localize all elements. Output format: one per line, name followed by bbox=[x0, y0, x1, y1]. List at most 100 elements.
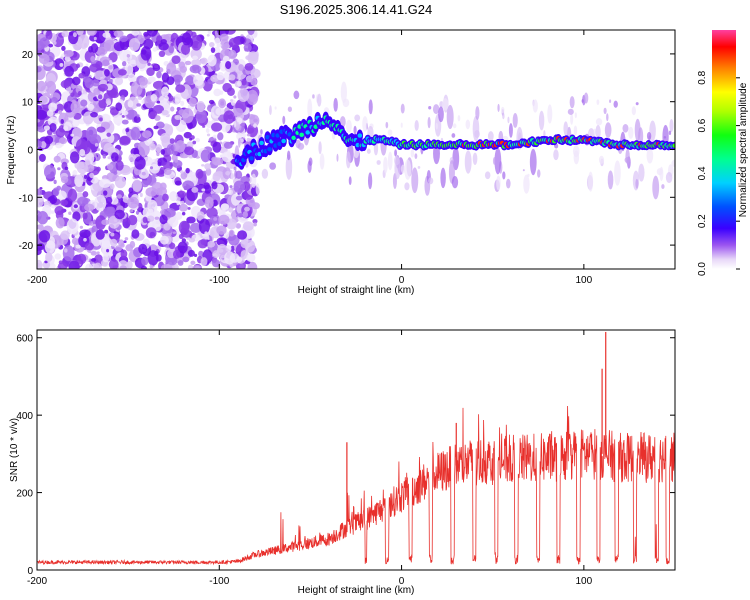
noise-blob bbox=[95, 215, 107, 230]
noise-blob bbox=[77, 196, 89, 207]
sparse-blob bbox=[646, 147, 654, 164]
noise-blob bbox=[181, 221, 190, 231]
noise-blob bbox=[63, 49, 74, 58]
noise-blob bbox=[177, 190, 187, 198]
noise-blob bbox=[186, 216, 196, 224]
noise-blob bbox=[180, 100, 185, 107]
noise-blob bbox=[148, 143, 156, 151]
spectrogram-x-ticks: -200 -100 0 100 bbox=[27, 30, 593, 286]
noise-blob bbox=[63, 121, 73, 132]
noise-blob bbox=[37, 247, 42, 256]
noise-blob bbox=[135, 210, 139, 215]
noise-blob bbox=[120, 243, 125, 248]
sparse-blob bbox=[368, 99, 373, 115]
noise-blob bbox=[73, 204, 78, 209]
noise-blob bbox=[153, 64, 159, 69]
spectrogram-y-tick-label: 20 bbox=[22, 50, 34, 61]
sparse-blob bbox=[269, 162, 277, 170]
noise-blob bbox=[119, 265, 127, 269]
noise-blob bbox=[183, 231, 188, 235]
noise-blob bbox=[110, 232, 115, 237]
noise-blob bbox=[236, 80, 242, 87]
noise-blob bbox=[212, 171, 221, 182]
sparse-blob bbox=[236, 132, 243, 141]
noise-blob bbox=[131, 229, 140, 239]
noise-blob bbox=[102, 32, 111, 39]
noise-blob bbox=[55, 217, 65, 229]
noise-blob bbox=[225, 171, 231, 176]
noise-blob bbox=[50, 97, 58, 105]
noise-blob bbox=[38, 95, 49, 105]
noise-blob bbox=[64, 166, 69, 171]
noise-blob bbox=[242, 133, 246, 138]
noise-blob bbox=[60, 199, 69, 206]
noise-blob bbox=[72, 170, 78, 176]
sparse-blob bbox=[260, 129, 263, 135]
noise-blob bbox=[95, 229, 105, 240]
noise-blob bbox=[178, 203, 188, 212]
sparse-blob bbox=[484, 171, 491, 180]
noise-blob bbox=[237, 70, 242, 74]
noise-blob bbox=[90, 111, 98, 118]
sparse-blob bbox=[646, 131, 652, 140]
page-title: S196.2025.306.14.41.G24 bbox=[280, 2, 433, 17]
snr-x-ticks: -200 -100 0 100 bbox=[27, 330, 593, 587]
noise-blob bbox=[115, 102, 123, 111]
noise-blob bbox=[236, 47, 241, 53]
sparse-blob bbox=[319, 153, 325, 170]
noise-blob bbox=[152, 47, 158, 52]
noise-blob bbox=[51, 141, 56, 146]
noise-blob bbox=[103, 142, 114, 153]
noise-blob bbox=[103, 206, 115, 217]
noise-blob bbox=[206, 133, 211, 137]
noise-blob bbox=[216, 243, 228, 259]
spectrogram-y-label: Frequency (Hz) bbox=[6, 116, 17, 185]
noise-blob bbox=[190, 35, 203, 51]
noise-blob bbox=[109, 183, 115, 190]
noise-blob bbox=[129, 209, 134, 213]
noise-blob bbox=[149, 163, 160, 174]
noise-blob bbox=[78, 72, 86, 79]
noise-blob bbox=[244, 63, 254, 71]
noise-blob bbox=[59, 62, 64, 67]
noise-blob bbox=[98, 94, 103, 100]
noise-blob bbox=[54, 206, 65, 216]
noise-blob bbox=[56, 103, 65, 112]
noise-blob bbox=[228, 234, 240, 246]
noise-blob bbox=[149, 264, 154, 269]
noise-blob bbox=[124, 237, 129, 241]
noise-blob bbox=[235, 195, 243, 201]
noise-blob bbox=[38, 230, 51, 243]
noise-blob bbox=[116, 194, 122, 199]
sparse-blob bbox=[663, 135, 667, 139]
noise-blob bbox=[189, 222, 202, 233]
noise-blob bbox=[39, 186, 43, 190]
sparse-blob bbox=[285, 154, 293, 180]
sparse-blob bbox=[229, 169, 233, 174]
noise-blob bbox=[200, 257, 208, 266]
noise-blob bbox=[161, 109, 169, 116]
noise-blob bbox=[213, 46, 221, 55]
colorbar-label: Normalized spectral amplitude bbox=[738, 82, 749, 217]
sparse-blob bbox=[274, 106, 277, 110]
sparse-blob bbox=[286, 150, 291, 161]
noise-blob bbox=[61, 30, 70, 38]
noise-blob bbox=[250, 78, 258, 86]
sparse-blob bbox=[574, 112, 577, 119]
noise-blob bbox=[164, 168, 172, 176]
noise-blob bbox=[97, 83, 109, 92]
sparse-blob bbox=[227, 149, 231, 158]
sparse-blob bbox=[367, 172, 373, 190]
noise-blob bbox=[64, 248, 68, 253]
sparse-blob bbox=[496, 175, 501, 191]
noise-blob bbox=[205, 128, 210, 134]
sparse-blob bbox=[583, 92, 589, 104]
noise-blob bbox=[58, 137, 68, 145]
noise-blob bbox=[191, 59, 202, 67]
noise-blob bbox=[137, 96, 143, 100]
ridge-core bbox=[291, 135, 296, 141]
sparse-blob bbox=[339, 116, 346, 128]
snr-y-label: SNR (10 * v/v) bbox=[9, 418, 20, 482]
